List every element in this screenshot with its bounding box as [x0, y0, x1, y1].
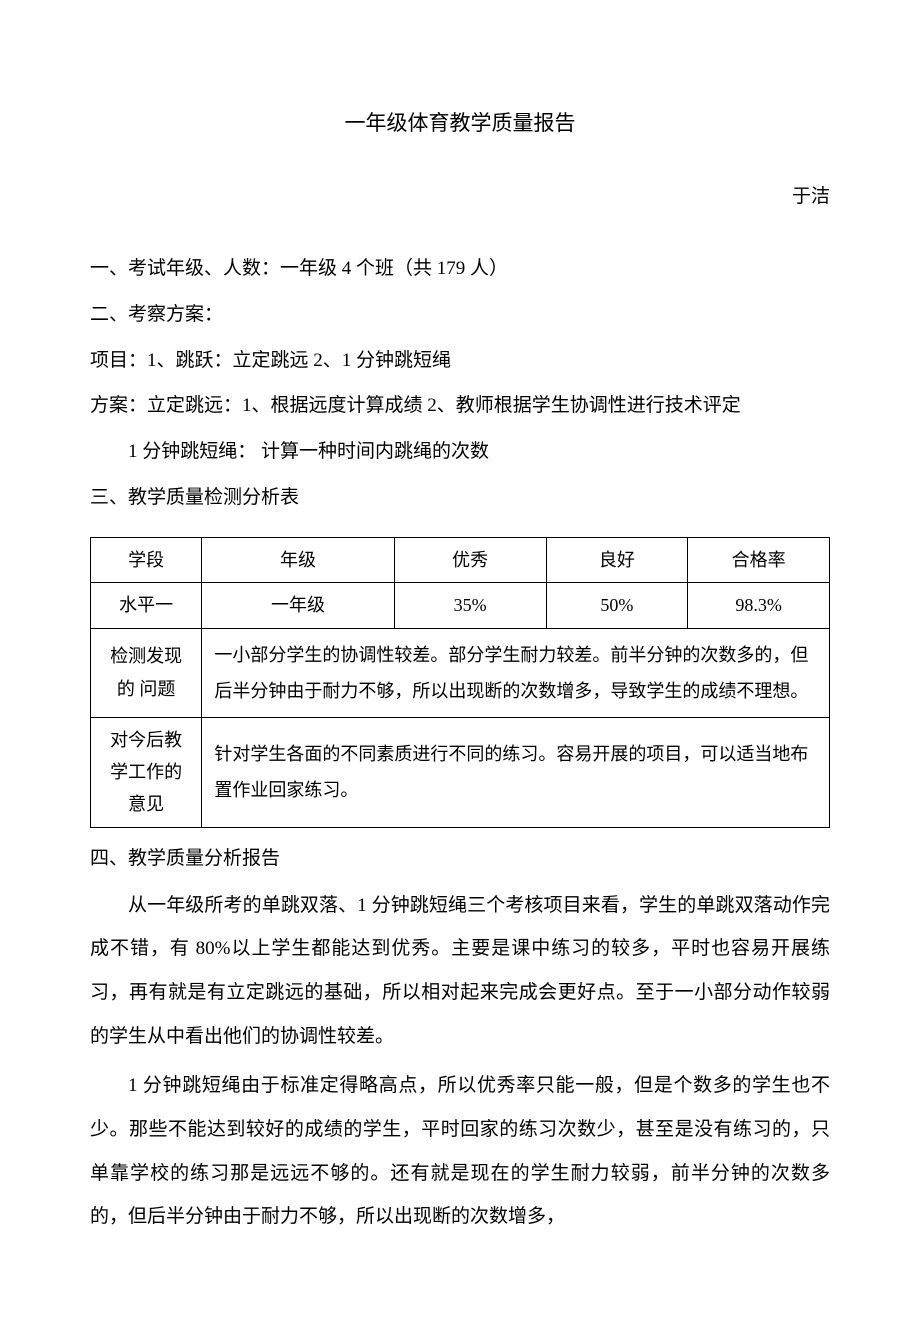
table-header-row: 学段 年级 优秀 良好 合格率 — [91, 537, 830, 582]
section-3-heading: 三、教学质量检测分析表 — [90, 477, 830, 519]
table-cell: 一年级 — [202, 583, 394, 628]
author-name: 于洁 — [90, 176, 830, 218]
section-2-line-3: 1 分钟跳短绳： 计算一种时间内跳绳的次数 — [90, 431, 830, 473]
table-cell: 35% — [394, 583, 546, 628]
table-cell: 水平一 — [91, 583, 202, 628]
section-4-heading: 四、教学质量分析报告 — [90, 838, 830, 880]
table-problem-row: 检测发现的 问题 一小部分学生的协调性较差。部分学生耐力较差。前半分钟的次数多的… — [91, 628, 830, 717]
analysis-table: 学段 年级 优秀 良好 合格率 水平一 一年级 35% 50% 98.3% 检测… — [90, 537, 830, 828]
section-2-line-2: 方案：立定跳远：1、根据远度计算成绩 2、教师根据学生协调性进行技术评定 — [90, 385, 830, 427]
table-row-label: 对今后教学工作的意见 — [91, 717, 202, 827]
section-2-heading: 二、考察方案： — [90, 294, 830, 336]
table-row-label: 检测发现的 问题 — [91, 628, 202, 717]
document-title: 一年级体育教学质量报告 — [90, 100, 830, 146]
table-row-content: 针对学生各面的不同素质进行不同的练习。容易开展的项目，可以适当地布置作业回家练习… — [202, 717, 830, 827]
table-header-cell: 合格率 — [688, 537, 830, 582]
table-suggestion-row: 对今后教学工作的意见 针对学生各面的不同素质进行不同的练习。容易开展的项目，可以… — [91, 717, 830, 827]
table-row-content: 一小部分学生的协调性较差。部分学生耐力较差。前半分钟的次数多的，但后半分钟由于耐… — [202, 628, 830, 717]
body-paragraph-2: 1 分钟跳短绳由于标准定得略高点，所以优秀率只能一般，但是个数多的学生也不少。那… — [90, 1064, 830, 1239]
section-2-line-1: 项目：1、跳跃：立定跳远 2、1 分钟跳短绳 — [90, 340, 830, 382]
table-header-cell: 优秀 — [394, 537, 546, 582]
table-data-row: 水平一 一年级 35% 50% 98.3% — [91, 583, 830, 628]
table-header-cell: 学段 — [91, 537, 202, 582]
section-1: 一、考试年级、人数：一年级 4 个班（共 179 人） — [90, 248, 830, 290]
table-header-cell: 良好 — [546, 537, 688, 582]
table-header-cell: 年级 — [202, 537, 394, 582]
table-cell: 50% — [546, 583, 688, 628]
table-cell: 98.3% — [688, 583, 830, 628]
body-paragraph-1: 从一年级所考的单跳双落、1 分钟跳短绳三个考核项目来看，学生的单跳双落动作完成不… — [90, 884, 830, 1059]
